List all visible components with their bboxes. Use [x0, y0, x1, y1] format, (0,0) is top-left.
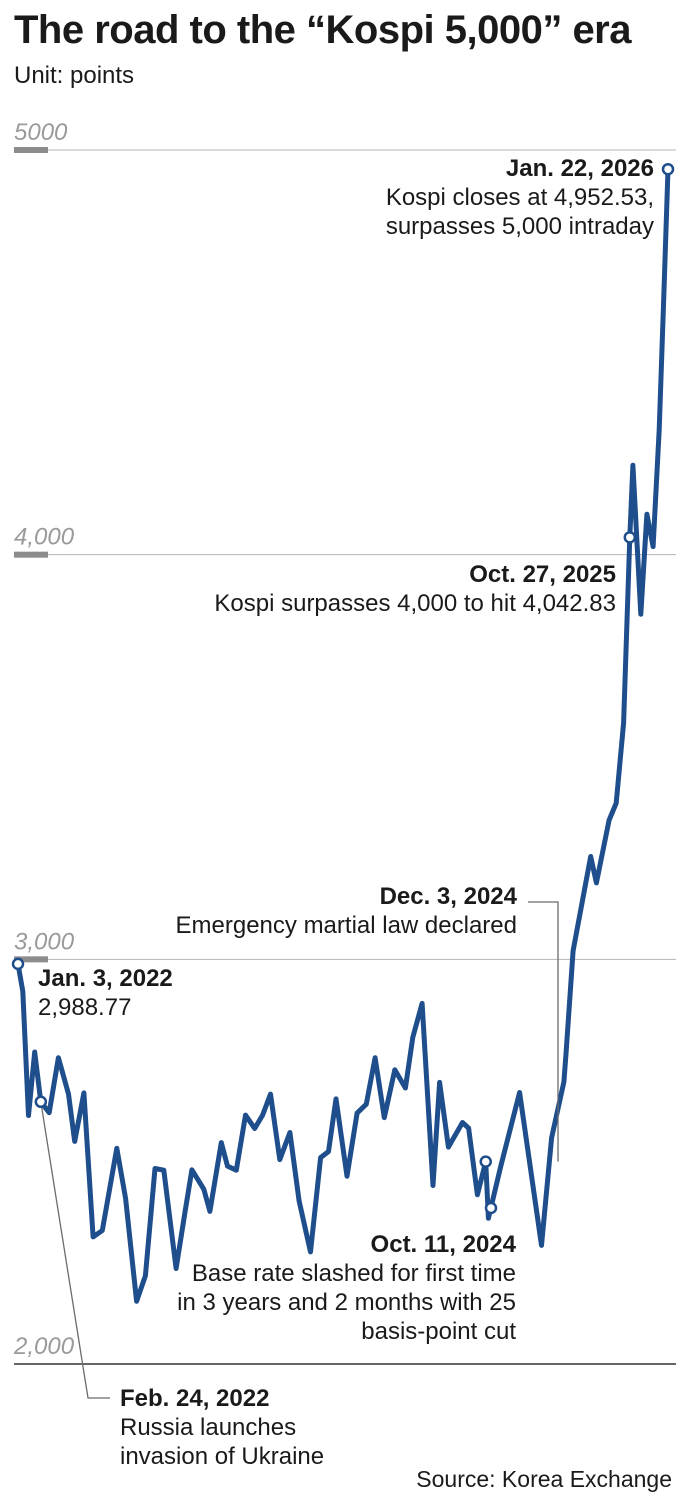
- annotation-line: Kospi surpasses 4,000 to hit 4,042.83: [214, 590, 616, 617]
- annotation-leader-dec-2024: [528, 901, 559, 1162]
- annotation-line: basis-point cut: [361, 1318, 516, 1345]
- annotation-texts: Jan. 22, 2026 Kospi closes at 4,952.53, su…: [38, 155, 654, 1470]
- annotation-line: Base rate slashed for first time: [192, 1260, 516, 1287]
- annotation-text-0: Jan. 22, 2026 Kospi closes at 4,952.53, su…: [386, 155, 654, 240]
- annotation-line: surpasses 5,000 intraday: [386, 213, 654, 240]
- annotation-marker: [34, 1095, 48, 1109]
- chart-unit-label: Unit: points: [14, 62, 135, 89]
- annotation-line: Kospi closes at 4,952.53,: [386, 184, 654, 211]
- series-line-layer: [15, 166, 671, 1304]
- y-tick-marker: [14, 956, 48, 963]
- annotation-marker: [484, 1201, 498, 1215]
- annotation-line: in 3 years and 2 months with 25: [177, 1289, 516, 1316]
- annotation-line: Emergency martial law declared: [176, 912, 517, 939]
- annotation-leaders: [40, 901, 559, 1399]
- kospi-series-line: [15, 166, 671, 1304]
- annotation-date: Oct. 27, 2025: [469, 561, 616, 588]
- annotation-marker: [623, 531, 637, 544]
- annotation-marker: [661, 162, 675, 176]
- annotation-line: invasion of Ukraine: [120, 1443, 324, 1470]
- annotation-leader-feb-2022: [40, 1101, 110, 1399]
- chart-title: The road to the “Kospi 5,000” era: [14, 8, 632, 52]
- annotation-date: Oct. 11, 2024: [371, 1231, 517, 1258]
- annotation-line: 2,988.77: [38, 994, 131, 1021]
- y-tick-marker: [14, 551, 48, 558]
- annotation-line: Russia launches: [120, 1414, 296, 1441]
- annotation-text-1: Oct. 27, 2025 Kospi surpasses 4,000 to hi…: [214, 561, 616, 617]
- y-tick-label: 2,000: [13, 1333, 75, 1360]
- annotation-date: Dec. 3, 2024: [380, 883, 518, 910]
- annotation-date: Jan. 3, 2022: [38, 965, 173, 992]
- y-gridlines: 5000 4,000 3,000 2,000: [13, 119, 676, 1365]
- y-tick-label: 3,000: [14, 928, 75, 955]
- annotation-markers: [11, 162, 675, 1215]
- annotation-text-5: Feb. 24, 2022 Russia launches invasion of …: [120, 1385, 324, 1470]
- annotation-marker: [479, 1155, 492, 1168]
- annotation-text-4: Oct. 11, 2024 Base rate slashed for first…: [177, 1231, 517, 1345]
- source-note: Source: Korea Exchange: [416, 1466, 672, 1492]
- annotation-text-2: Dec. 3, 2024 Emergency martial law declar…: [176, 883, 518, 939]
- annotation-marker: [11, 957, 25, 971]
- annotation-text-3: Jan. 3, 2022 2,988.77: [38, 965, 173, 1021]
- y-tick-label: 4,000: [14, 524, 75, 551]
- y-tick-marker: [14, 147, 48, 153]
- y-tick-label: 5000: [14, 119, 68, 146]
- annotation-date: Jan. 22, 2026: [506, 155, 654, 182]
- annotation-date: Feb. 24, 2022: [120, 1385, 269, 1412]
